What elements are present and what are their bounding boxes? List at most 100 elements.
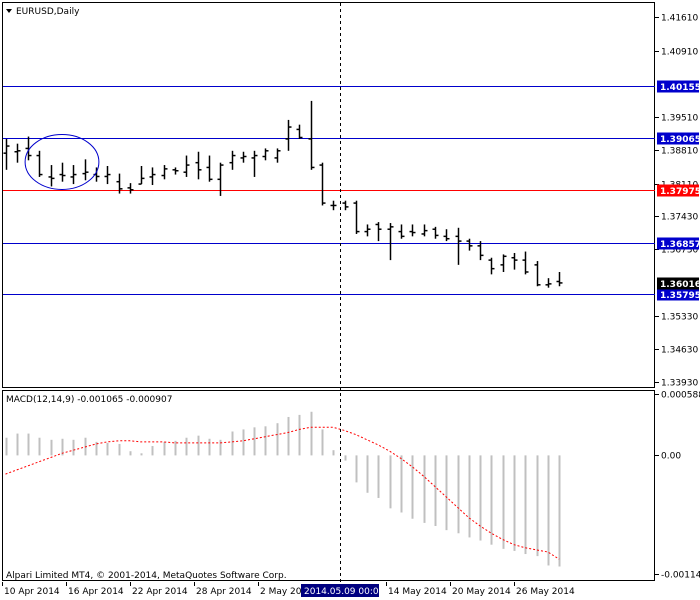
ohlc-bar [477, 241, 484, 261]
current-price-label: 1.36016 [660, 280, 700, 290]
ohlc-bar [36, 150, 43, 177]
date-label: 14 May 2014 [388, 587, 447, 597]
ohlc-bar [3, 138, 10, 170]
price-tag [657, 288, 699, 301]
price-tag [657, 237, 699, 250]
macd-label: MACD(12,14,9) -0.001065 -0.000907 [6, 395, 172, 405]
ohlc-bar [455, 227, 462, 265]
date-label: 20 May 2014 [452, 587, 511, 597]
ohlc-bar [500, 254, 507, 272]
copyright-text: Alpari Limited MT4, © 2001-2014, MetaQuo… [6, 571, 287, 581]
ohlc-bar [14, 143, 21, 163]
ohlc-bar [262, 148, 269, 161]
ohlc-bar [138, 166, 145, 185]
ohlc-bar [274, 148, 281, 163]
macd-signal-line [5, 426, 560, 560]
ohlc-bar [206, 155, 213, 182]
ohlc-bar [217, 162, 224, 196]
ohlc-bar [421, 224, 428, 237]
symbol-label: EURUSD,Daily [16, 7, 80, 17]
ohlc-bar [353, 200, 360, 234]
macd-tick-label: -0.001144 [661, 571, 700, 581]
price-tag-label: 1.39065 [660, 135, 700, 145]
ohlc-bar [330, 200, 337, 211]
price-tag-label: 1.36857 [660, 240, 700, 250]
horizontal-lines[interactable] [3, 86, 655, 295]
date-label: 2 May 20 [260, 587, 302, 597]
macd-panel-frame [2, 390, 655, 581]
price-tag-label: 1.35795 [660, 291, 700, 301]
ohlc-bar [342, 200, 349, 211]
price-tick-label: 1.34630 [661, 346, 698, 356]
ohlc-bar [183, 155, 190, 177]
macd-axis: 0.000588 0.00 -0.001144 [655, 391, 700, 581]
ohlc-bar [25, 136, 32, 161]
price-tag [657, 184, 699, 197]
ohlc-bar [308, 100, 315, 170]
ohlc-bar [432, 226, 439, 239]
ohlc-bar [229, 150, 236, 170]
price-bars [3, 100, 563, 288]
date-label: 26 May 2014 [516, 587, 575, 597]
ohlc-bar [545, 278, 552, 288]
ohlc-bar [59, 162, 66, 182]
ohlc-bar [522, 251, 529, 275]
price-tags: 1.40155 1.39065 1.37975 1.36857 1.357951.360… [657, 80, 700, 301]
ohlc-bar [149, 167, 156, 186]
ohlc-bar [172, 167, 179, 175]
ohlc-bar [375, 222, 382, 242]
ohlc-bar [116, 173, 123, 194]
price-tick-label: 1.37430 [661, 213, 698, 223]
ohlc-bar [104, 166, 111, 185]
ohlc-bar [296, 124, 303, 139]
date-label: 22 Apr 2014 [132, 587, 188, 597]
price-axis: 1.416101.409101.395101.388101.381101.374… [655, 14, 698, 389]
ohlc-bar [511, 252, 518, 270]
ohlc-bar [70, 165, 77, 185]
macd-tick-label: 0.000588 [661, 391, 700, 401]
price-tick-label: 1.38810 [661, 147, 698, 157]
price-tick-label: 1.35330 [661, 313, 698, 323]
ohlc-bar [364, 224, 371, 237]
ohlc-bar [240, 151, 247, 163]
ohlc-bar [161, 165, 168, 180]
ohlc-bar [127, 183, 134, 194]
ellipse-annotation[interactable] [24, 134, 100, 190]
ohlc-bar [48, 165, 55, 187]
price-tick-label: 1.39510 [661, 114, 698, 124]
ohlc-bar [556, 271, 563, 287]
current-price-tag [657, 277, 699, 290]
price-tick-label: 1.41610 [661, 14, 698, 24]
macd-tick-label: 0.00 [661, 452, 681, 462]
ohlc-bar [319, 162, 326, 206]
date-axis: 10 Apr 2014 16 Apr 2014 22 Apr 2014 28 Apr … [2, 582, 575, 597]
ohlc-bar [466, 238, 473, 251]
price-tick-label: 1.33930 [661, 379, 698, 389]
dropdown-arrow-icon[interactable] [6, 9, 12, 13]
ohlc-bar [443, 229, 450, 242]
ohlc-bar [387, 223, 394, 261]
macd-histogram [5, 411, 561, 567]
ohlc-bar [285, 119, 292, 151]
date-label: 16 Apr 2014 [68, 587, 124, 597]
ohlc-bar [195, 151, 202, 180]
price-tag-label: 1.40155 [660, 83, 700, 93]
ellipse-shape[interactable] [24, 134, 100, 190]
price-tag [657, 132, 699, 145]
ohlc-bar [534, 261, 541, 287]
date-label: 10 Apr 2014 [4, 587, 60, 597]
price-tag-label: 1.37975 [660, 187, 700, 197]
main-chart-frame [2, 2, 655, 388]
ohlc-bar [409, 224, 416, 237]
date-label: 28 Apr 2014 [196, 587, 252, 597]
ohlc-bar [398, 224, 405, 239]
svg-text:2014.05.09 00:00: 2014.05.09 00:00 [304, 587, 385, 597]
ohlc-bar [251, 150, 258, 177]
price-tick-label: 1.40910 [661, 48, 698, 58]
price-tick-label: 1.36730 [661, 246, 698, 256]
ohlc-bar [82, 159, 89, 181]
price-tag [657, 80, 699, 93]
cursor-date-tag: 2014.05.09 00:00 [301, 584, 385, 597]
ohlc-bar [488, 257, 495, 275]
